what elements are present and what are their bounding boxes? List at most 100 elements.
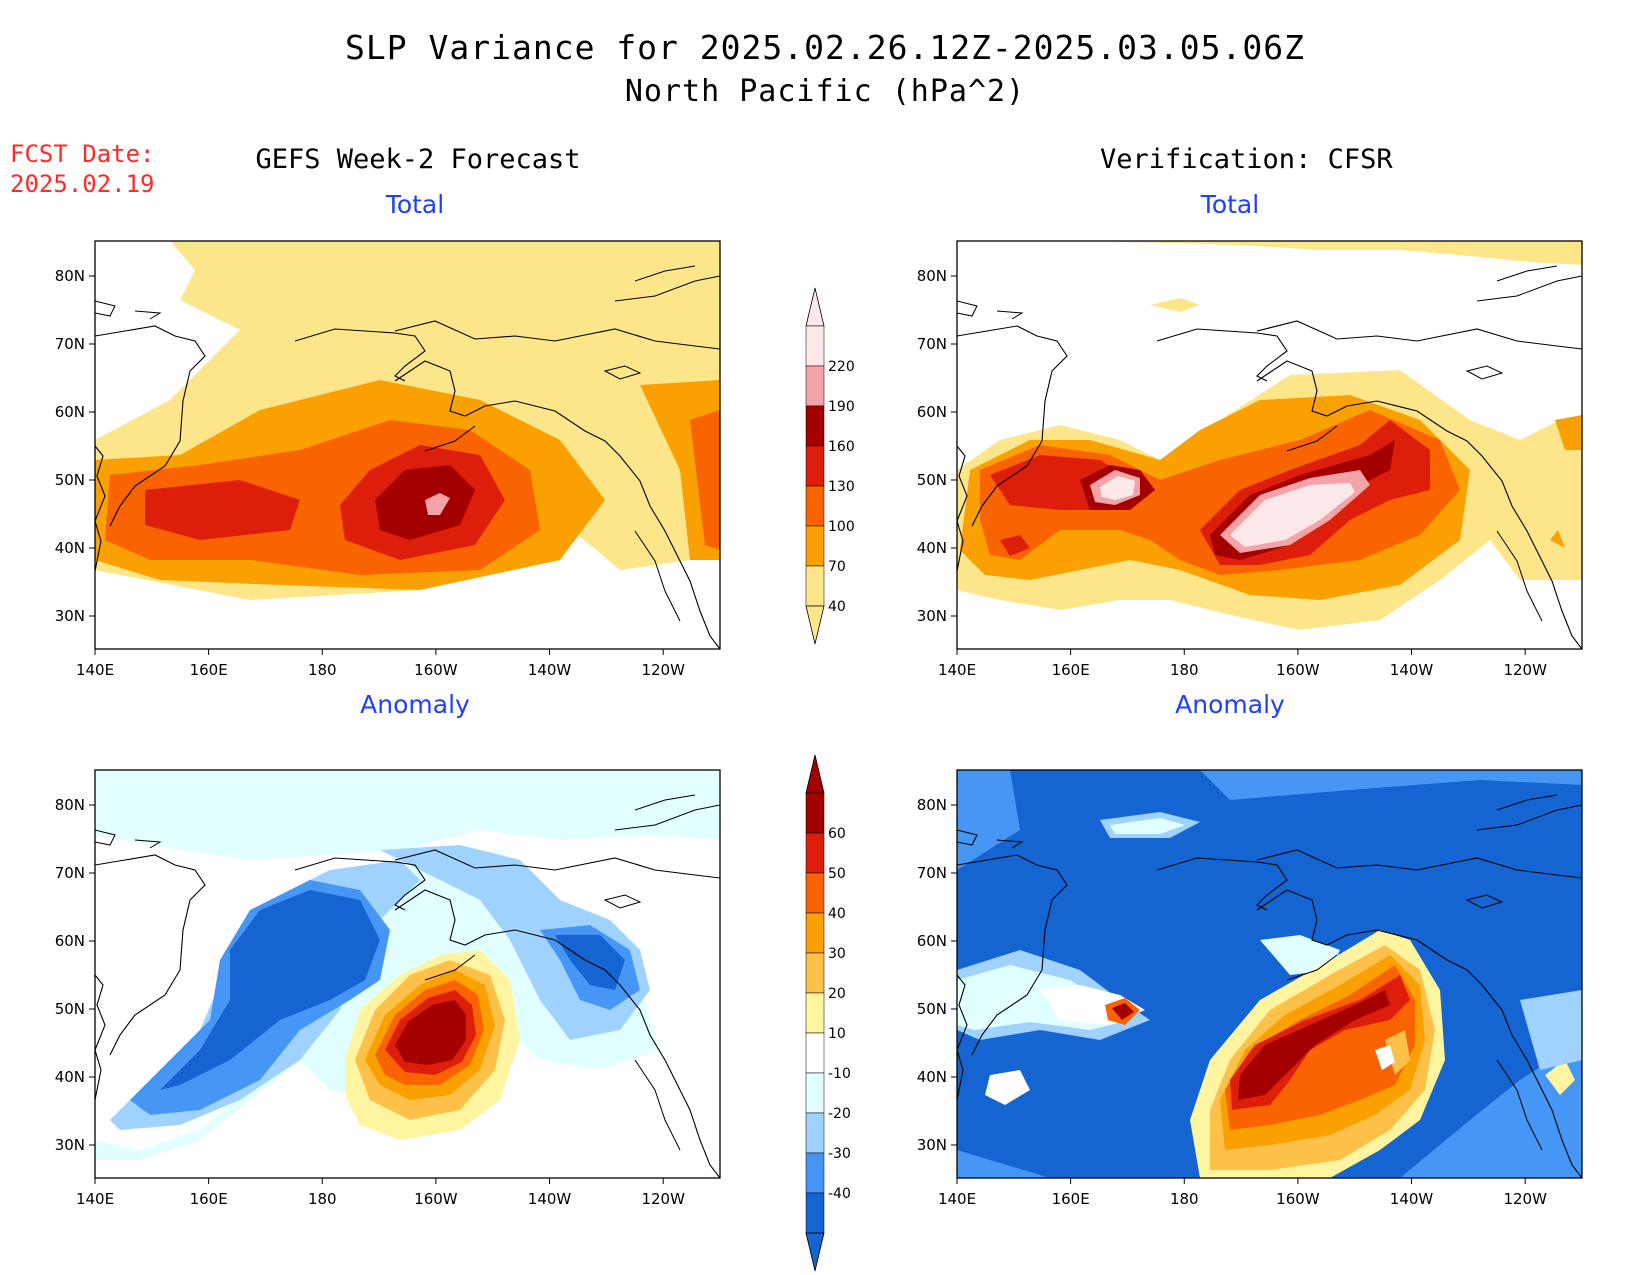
map-gefs-anomaly bbox=[95, 770, 720, 1178]
x-tick-label: 140E bbox=[76, 661, 114, 679]
y-tick-label: 80N bbox=[55, 267, 85, 285]
colorbar-swatch bbox=[805, 405, 825, 447]
x-tick-label: 160W bbox=[414, 661, 458, 679]
colorbar-swatch bbox=[805, 832, 825, 874]
colorbar-label: -10 bbox=[828, 1066, 851, 1082]
colorbar-swatch bbox=[805, 1032, 825, 1074]
panel-title-bottom-left: Anomaly bbox=[360, 690, 470, 719]
y-tick-label: 80N bbox=[55, 796, 85, 814]
x-tick-label: 180 bbox=[308, 661, 337, 679]
colorbar-label: -20 bbox=[828, 1106, 851, 1122]
colorbar-label: 70 bbox=[828, 559, 846, 575]
colorbar-label: 160 bbox=[828, 439, 855, 455]
y-tick-label: 50N bbox=[917, 1000, 947, 1018]
map-gefs-total bbox=[95, 241, 720, 649]
y-tick-label: 50N bbox=[917, 471, 947, 489]
y-tick-label: 60N bbox=[917, 932, 947, 950]
colorbar-label: 20 bbox=[828, 986, 846, 1002]
y-tick-label: 70N bbox=[55, 335, 85, 353]
colorbar-label: -30 bbox=[828, 1146, 851, 1162]
x-tick-label: 160E bbox=[1052, 661, 1090, 679]
colorbar-top-arrow bbox=[805, 754, 825, 794]
colorbar-swatch bbox=[805, 485, 825, 527]
x-tick-label: 120W bbox=[641, 1190, 685, 1208]
colorbar-swatch bbox=[805, 1112, 825, 1154]
colorbar-bottom-arrow bbox=[805, 1232, 825, 1272]
y-tick-label: 50N bbox=[55, 1000, 85, 1018]
colorbar-swatch bbox=[805, 325, 825, 367]
y-tick-label: 70N bbox=[917, 864, 947, 882]
colorbar-label: 130 bbox=[828, 479, 855, 495]
frame-bottom-left bbox=[94, 769, 721, 1179]
colorbar-bottom-arrow bbox=[805, 605, 825, 645]
colorbar-swatch bbox=[805, 1152, 825, 1194]
y-tick-label: 60N bbox=[55, 932, 85, 950]
y-tick-label: 40N bbox=[917, 1068, 947, 1086]
x-tick-label: 160E bbox=[190, 661, 228, 679]
colorbar-top-arrow bbox=[805, 287, 825, 327]
y-tick-label: 60N bbox=[55, 403, 85, 421]
colorbar-label: -40 bbox=[828, 1186, 851, 1202]
y-tick-label: 80N bbox=[917, 267, 947, 285]
colorbar-swatch bbox=[805, 445, 825, 487]
fcst-date-label: FCST Date: bbox=[10, 140, 155, 168]
colorbar-swatch bbox=[805, 792, 825, 834]
x-tick-label: 160W bbox=[1276, 661, 1320, 679]
colorbar-total: 220 190 160 130 100 70 40 bbox=[805, 287, 855, 645]
colorbar-label: 220 bbox=[828, 359, 855, 375]
x-tick-label: 180 bbox=[308, 1190, 337, 1208]
y-tick-label: 40N bbox=[55, 539, 85, 557]
x-tick-label: 140W bbox=[1390, 661, 1434, 679]
x-tick-label: 120W bbox=[1503, 661, 1547, 679]
colorbar-swatch bbox=[805, 952, 825, 994]
colorbar-label: 30 bbox=[828, 946, 846, 962]
x-tick-label: 120W bbox=[641, 661, 685, 679]
frame-top-right bbox=[956, 240, 1583, 650]
panel-title-top-right: Total bbox=[1200, 190, 1260, 219]
x-tick-label: 160W bbox=[414, 1190, 458, 1208]
y-tick-label: 30N bbox=[55, 607, 85, 625]
map-cfsr-anomaly bbox=[957, 770, 1582, 1178]
colorbar-swatch bbox=[805, 1192, 825, 1234]
colorbar-label: 50 bbox=[828, 866, 846, 882]
colorbar-label: 100 bbox=[828, 519, 855, 535]
y-tick-label: 60N bbox=[917, 403, 947, 421]
x-tick-label: 140E bbox=[76, 1190, 114, 1208]
colorbar-swatch bbox=[805, 525, 825, 567]
y-tick-label: 30N bbox=[917, 1136, 947, 1154]
x-tick-label: 140W bbox=[528, 1190, 572, 1208]
frame-bottom-right bbox=[956, 769, 1583, 1179]
colorbar-swatch bbox=[805, 992, 825, 1034]
colorbar-swatch bbox=[805, 912, 825, 954]
x-tick-label: 160W bbox=[1276, 1190, 1320, 1208]
colorbar-label: 60 bbox=[828, 826, 846, 842]
y-tick-label: 50N bbox=[55, 471, 85, 489]
colorbar-swatch bbox=[805, 565, 825, 607]
main-title: SLP Variance for 2025.02.26.12Z-2025.03.… bbox=[345, 28, 1305, 67]
y-tick-label: 80N bbox=[917, 796, 947, 814]
x-tick-label: 140W bbox=[1390, 1190, 1434, 1208]
axes-layer: 140E 160E 180 160W 140W 120W 80N 70N 60N 50N 40N 30… bbox=[55, 267, 1547, 1208]
x-tick-label: 180 bbox=[1170, 1190, 1199, 1208]
x-tick-label: 140W bbox=[528, 661, 572, 679]
x-tick-label: 120W bbox=[1503, 1190, 1547, 1208]
fcst-date-value: 2025.02.19 bbox=[10, 170, 155, 198]
x-tick-label: 180 bbox=[1170, 661, 1199, 679]
x-tick-label: 140E bbox=[938, 1190, 976, 1208]
y-tick-label: 40N bbox=[917, 539, 947, 557]
map-cfsr-total bbox=[957, 241, 1582, 649]
colorbar-label: 190 bbox=[828, 399, 855, 415]
panel-title-top-left: Total bbox=[385, 190, 445, 219]
frame-top-left bbox=[94, 240, 721, 650]
y-tick-label: 40N bbox=[55, 1068, 85, 1086]
y-tick-label: 30N bbox=[55, 1136, 85, 1154]
y-tick-label: 70N bbox=[55, 864, 85, 882]
colorbar-swatch bbox=[805, 1072, 825, 1114]
colorbar-anomaly: 60 50 40 30 20 10 -10 -20 -30 -40 bbox=[805, 754, 851, 1272]
x-tick-label: 140E bbox=[938, 661, 976, 679]
x-tick-label: 160E bbox=[1052, 1190, 1090, 1208]
subtitle: North Pacific (hPa^2) bbox=[624, 74, 1026, 109]
y-tick-label: 30N bbox=[917, 607, 947, 625]
colorbar-label: 40 bbox=[828, 906, 846, 922]
